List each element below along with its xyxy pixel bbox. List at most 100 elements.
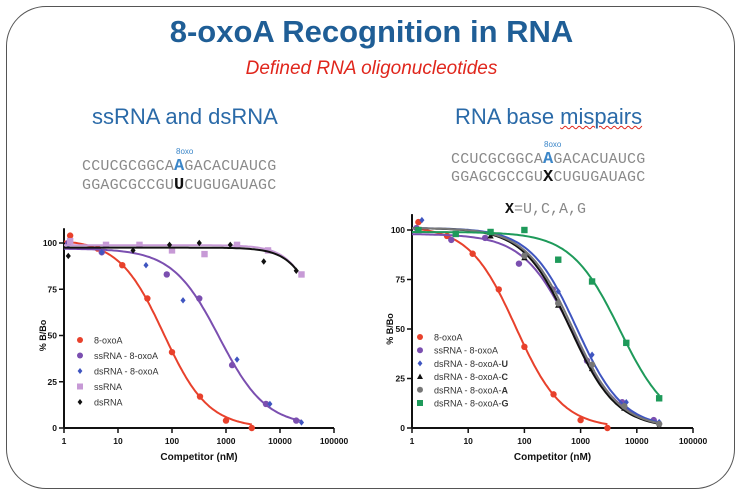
data-point xyxy=(136,241,143,249)
data-point xyxy=(261,258,267,265)
left-bottom-strand: GGAGCGCCGUUCUGUGAUAGC xyxy=(82,176,276,195)
data-point xyxy=(515,260,523,267)
legend-label-suffix: A xyxy=(502,385,509,395)
data-point xyxy=(228,361,236,369)
y-tick-label: 75 xyxy=(396,275,406,285)
legend-marker xyxy=(417,386,423,393)
fit-curve xyxy=(64,246,298,271)
seq-pre: CCUCGCGGCA xyxy=(451,151,544,168)
chart-2: 1 10 100 1000 10000 100000 0 25 50 75 100 Competito… xyxy=(385,214,707,463)
slide-frame xyxy=(6,6,735,489)
heading-plain: RNA base xyxy=(455,104,561,129)
right-top-strand: CCUCGCGGCAAGACACUAUCG xyxy=(451,150,645,169)
data-point xyxy=(66,232,74,239)
seq-pre: CCUCGCGGCA xyxy=(82,158,175,175)
x-tick-label: 10 xyxy=(463,436,473,446)
legend-label-suffix: C xyxy=(502,372,509,382)
data-point xyxy=(419,216,425,224)
right-panel-heading: RNA base mispairs xyxy=(455,104,642,130)
y-tick-label: 0 xyxy=(52,423,57,433)
series-4: ssRNA xyxy=(64,237,305,392)
right-8oxo-label: 8oxo xyxy=(544,140,562,149)
seq-pre: GGAGCGCCGU xyxy=(82,177,175,194)
data-point xyxy=(99,249,105,256)
data-point xyxy=(293,417,300,424)
legend-label: 8-oxoA xyxy=(434,333,463,343)
data-point xyxy=(521,226,528,234)
data-point xyxy=(144,295,151,302)
data-point xyxy=(487,232,494,239)
x-symbol: X xyxy=(505,201,515,218)
seq-post: CUGUGAUAGC xyxy=(184,177,277,194)
data-point xyxy=(555,300,562,307)
data-point xyxy=(521,252,528,259)
data-point xyxy=(550,391,557,398)
fit-curve xyxy=(63,240,252,426)
series-2: ssRNA - 8-oxoA xyxy=(64,239,302,424)
data-point xyxy=(264,247,272,254)
x-tick-label: 100 xyxy=(165,436,179,446)
right-bottom-strand: GGAGCGCCGUXCUGUGAUAGC xyxy=(451,168,645,187)
legend-label: dsRNA - 8-oxoA xyxy=(94,367,159,377)
legend-marker xyxy=(417,373,423,379)
y-tick-label: 25 xyxy=(48,377,58,387)
data-point xyxy=(180,297,186,304)
data-point xyxy=(415,226,422,234)
x-tick-label: 10 xyxy=(113,436,123,446)
data-point xyxy=(267,400,273,408)
data-point xyxy=(65,252,71,260)
legend-label-suffix: G xyxy=(502,399,509,409)
y-tick-label: 25 xyxy=(396,374,406,384)
heading-underlined: mispairs xyxy=(560,104,643,129)
x-tick-label: 100 xyxy=(517,436,531,446)
fit-curve xyxy=(64,244,298,271)
left-top-strand: CCUCGCGGCAAGACACUAUCG xyxy=(82,157,276,176)
data-point xyxy=(262,400,270,408)
slide-title: 8-oxoA Recognition in RNA xyxy=(169,14,574,49)
data-point xyxy=(589,351,595,358)
legend-marker xyxy=(77,383,83,390)
data-point xyxy=(222,417,230,424)
data-point xyxy=(623,339,630,347)
data-point xyxy=(495,286,502,293)
slide-subtitle: Defined RNA oligonucleotides xyxy=(245,58,498,79)
x-definition: X=U,C,A,G xyxy=(505,201,586,218)
data-point xyxy=(487,228,494,236)
data-point xyxy=(521,343,528,351)
data-point xyxy=(227,241,233,249)
legend-label: ssRNA - 8-oxoA xyxy=(434,346,498,356)
data-point xyxy=(588,278,596,285)
data-point xyxy=(130,247,136,254)
legend-marker xyxy=(77,352,83,359)
legend-marker xyxy=(417,360,423,367)
data-point xyxy=(248,424,255,432)
y-tick-label: 100 xyxy=(43,238,57,248)
legend-marker xyxy=(77,368,83,374)
y-tick-label: 100 xyxy=(391,225,405,235)
data-point xyxy=(293,267,299,274)
y-tick-label: 50 xyxy=(396,324,406,334)
legend-marker xyxy=(417,334,423,340)
series-5: dsRNA - 8-oxoA-A xyxy=(412,227,663,428)
data-point xyxy=(655,420,663,428)
left-8oxo-label: 8oxo xyxy=(176,147,194,156)
legend-label: ssRNA - 8-oxoA xyxy=(94,351,158,361)
data-point xyxy=(196,295,203,302)
y-tick-label: 50 xyxy=(48,331,58,341)
data-point xyxy=(555,256,562,263)
seq-mark: X xyxy=(543,168,554,187)
x-tick-label: 1 xyxy=(410,436,415,446)
data-point xyxy=(168,247,176,254)
data-point xyxy=(196,239,202,247)
x-tick-label: 1 xyxy=(62,436,67,446)
legend-marker xyxy=(417,347,423,354)
data-point xyxy=(201,250,208,258)
chart-1: 1 10 100 1000 10000 100000 0 25 50 75 100 Competito… xyxy=(38,228,348,463)
y-tick-label: 0 xyxy=(400,423,405,433)
data-point xyxy=(196,393,204,400)
legend-marker xyxy=(77,337,83,343)
seq-mark: U xyxy=(174,176,185,195)
data-point xyxy=(452,230,459,238)
legend-marker xyxy=(417,400,423,406)
